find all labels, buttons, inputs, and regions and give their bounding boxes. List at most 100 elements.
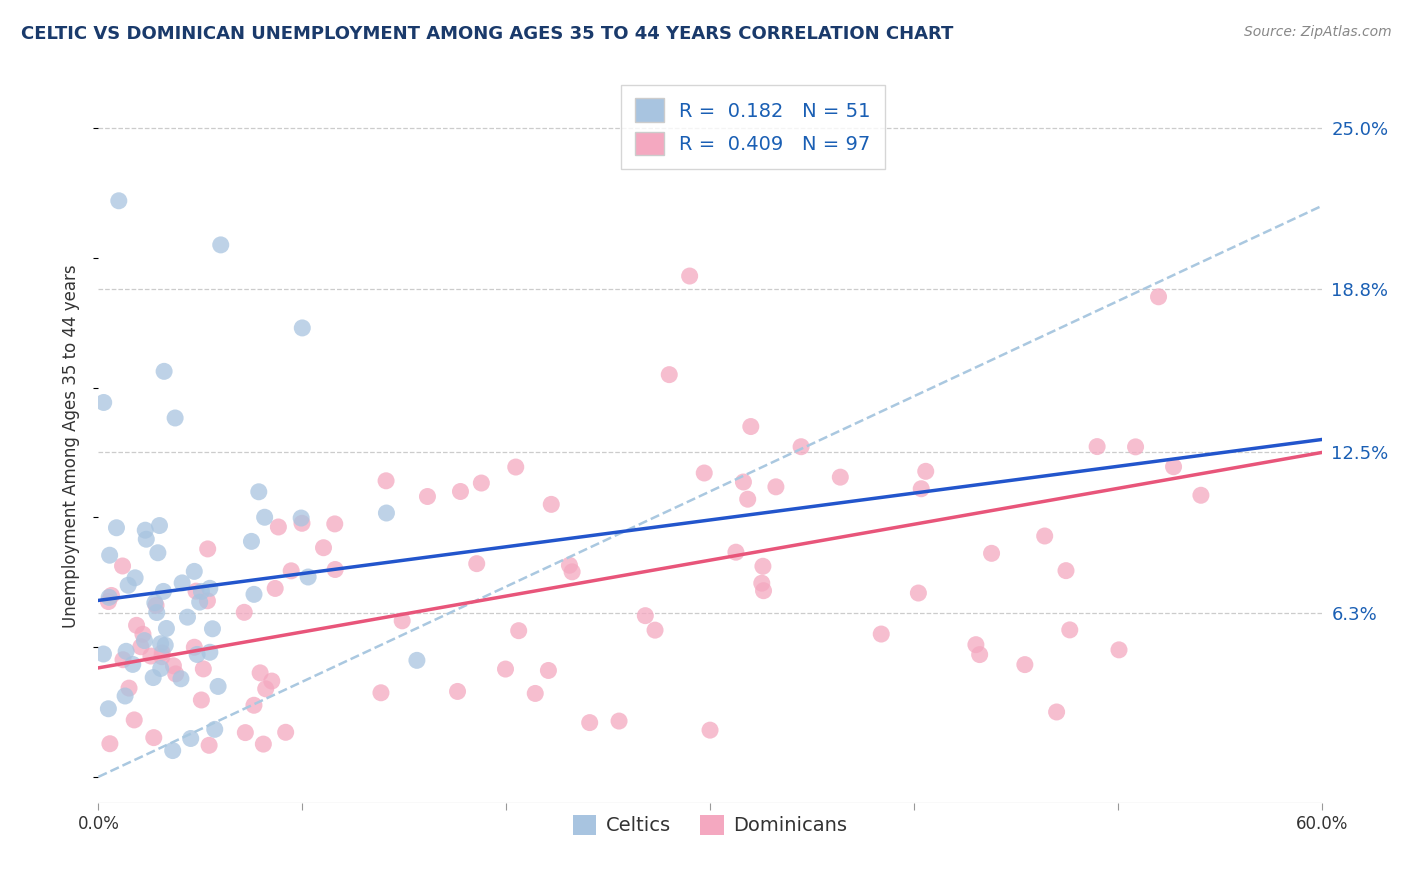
Point xyxy=(965,638,987,652)
Point xyxy=(146,546,169,560)
Point xyxy=(737,492,759,507)
Point xyxy=(1163,459,1185,474)
Point xyxy=(370,686,392,700)
Point xyxy=(260,674,283,689)
Point xyxy=(291,516,314,531)
Point xyxy=(1108,643,1130,657)
Text: CELTIC VS DOMINICAN UNEMPLOYMENT AMONG AGES 35 TO 44 YEARS CORRELATION CHART: CELTIC VS DOMINICAN UNEMPLOYMENT AMONG A… xyxy=(21,25,953,43)
Point xyxy=(125,618,148,632)
Point xyxy=(198,582,221,596)
Point xyxy=(280,564,302,578)
Point xyxy=(197,541,219,556)
Point xyxy=(578,715,600,730)
Point xyxy=(537,664,560,678)
Point xyxy=(115,644,138,658)
Point xyxy=(870,627,893,641)
Point xyxy=(751,576,773,591)
Point xyxy=(184,584,207,599)
Point xyxy=(247,484,270,499)
Point xyxy=(93,395,115,409)
Point xyxy=(508,624,530,638)
Point xyxy=(375,506,398,520)
Point xyxy=(118,681,141,695)
Point xyxy=(406,653,429,667)
Point xyxy=(752,583,775,598)
Point xyxy=(634,608,657,623)
Point xyxy=(143,596,166,610)
Point xyxy=(233,605,256,619)
Point xyxy=(111,653,134,667)
Point xyxy=(724,545,747,559)
Point xyxy=(495,662,517,676)
Point xyxy=(914,464,936,478)
Point xyxy=(740,419,762,434)
Point xyxy=(1085,440,1108,454)
Point xyxy=(524,686,547,700)
Point xyxy=(176,610,198,624)
Point xyxy=(450,484,472,499)
Point xyxy=(1147,290,1170,304)
Point xyxy=(1059,623,1081,637)
Point xyxy=(142,671,165,685)
Point xyxy=(155,638,177,652)
Point xyxy=(142,731,165,745)
Point xyxy=(153,364,176,378)
Point xyxy=(190,584,212,599)
Point xyxy=(188,595,211,609)
Point xyxy=(416,490,439,504)
Point xyxy=(1014,657,1036,672)
Point xyxy=(254,681,277,696)
Point xyxy=(183,640,205,655)
Point xyxy=(198,645,221,659)
Point xyxy=(297,570,319,584)
Point xyxy=(907,586,929,600)
Y-axis label: Unemployment Among Ages 35 to 44 years: Unemployment Among Ages 35 to 44 years xyxy=(62,264,80,628)
Point xyxy=(607,714,630,728)
Point xyxy=(201,622,224,636)
Point xyxy=(391,614,413,628)
Point xyxy=(790,440,813,454)
Point xyxy=(1054,564,1077,578)
Point xyxy=(209,238,232,252)
Point xyxy=(98,737,121,751)
Point xyxy=(135,533,157,547)
Point xyxy=(207,680,229,694)
Point xyxy=(98,548,121,562)
Point xyxy=(267,520,290,534)
Point xyxy=(129,640,152,654)
Point xyxy=(765,480,787,494)
Point xyxy=(561,565,583,579)
Point xyxy=(274,725,297,739)
Legend: Celtics, Dominicans: Celtics, Dominicans xyxy=(565,807,855,843)
Point xyxy=(470,476,492,491)
Point xyxy=(323,562,346,576)
Point xyxy=(121,657,143,672)
Point xyxy=(132,627,155,641)
Point xyxy=(910,482,932,496)
Point xyxy=(540,497,562,511)
Point xyxy=(375,474,398,488)
Point xyxy=(679,268,702,283)
Point xyxy=(249,665,271,680)
Text: Source: ZipAtlas.com: Source: ZipAtlas.com xyxy=(1244,25,1392,39)
Point xyxy=(312,541,335,555)
Point xyxy=(165,411,187,425)
Point xyxy=(446,684,468,698)
Point xyxy=(145,606,167,620)
Point xyxy=(264,582,287,596)
Point xyxy=(172,575,194,590)
Point xyxy=(290,511,312,525)
Point xyxy=(252,737,274,751)
Point xyxy=(204,723,226,737)
Point xyxy=(190,693,212,707)
Point xyxy=(150,646,173,660)
Point xyxy=(505,460,527,475)
Point xyxy=(105,521,128,535)
Point xyxy=(122,713,145,727)
Point xyxy=(97,594,120,608)
Point xyxy=(150,649,173,664)
Point xyxy=(149,637,172,651)
Point xyxy=(124,571,146,585)
Point xyxy=(162,743,184,757)
Point xyxy=(752,559,775,574)
